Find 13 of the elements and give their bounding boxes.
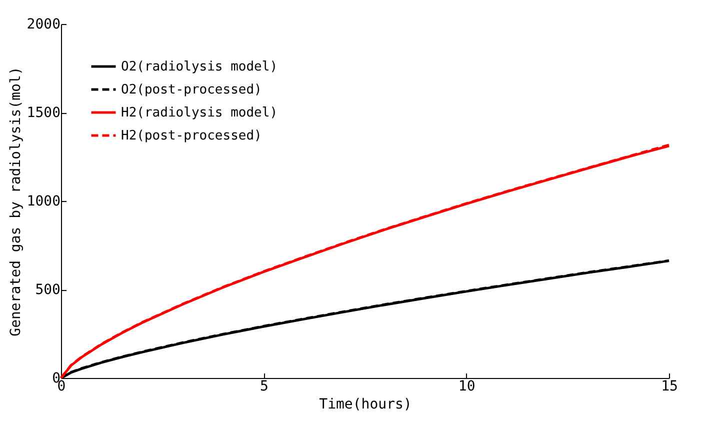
y-tick-label: 2000 bbox=[26, 16, 60, 32]
legend-label: H2(post-processed) bbox=[121, 128, 262, 144]
legend-label: O2(post-processed) bbox=[121, 82, 262, 98]
legend-label: O2(radiolysis model) bbox=[121, 60, 278, 74]
y-tick-label: 500 bbox=[35, 282, 60, 298]
y-tick-label: 1500 bbox=[26, 105, 60, 121]
legend-label: H2(radiolysis model) bbox=[121, 106, 278, 120]
x-axis-title: Time(hours) bbox=[319, 396, 412, 412]
y-axis-title: Generated gas by radiolysis(mol) bbox=[8, 66, 24, 336]
x-tick-label: 15 bbox=[661, 378, 678, 394]
y-tick-label: 1000 bbox=[26, 194, 60, 210]
x-tick-label: 5 bbox=[260, 378, 268, 394]
x-tick-label: 10 bbox=[458, 378, 476, 394]
